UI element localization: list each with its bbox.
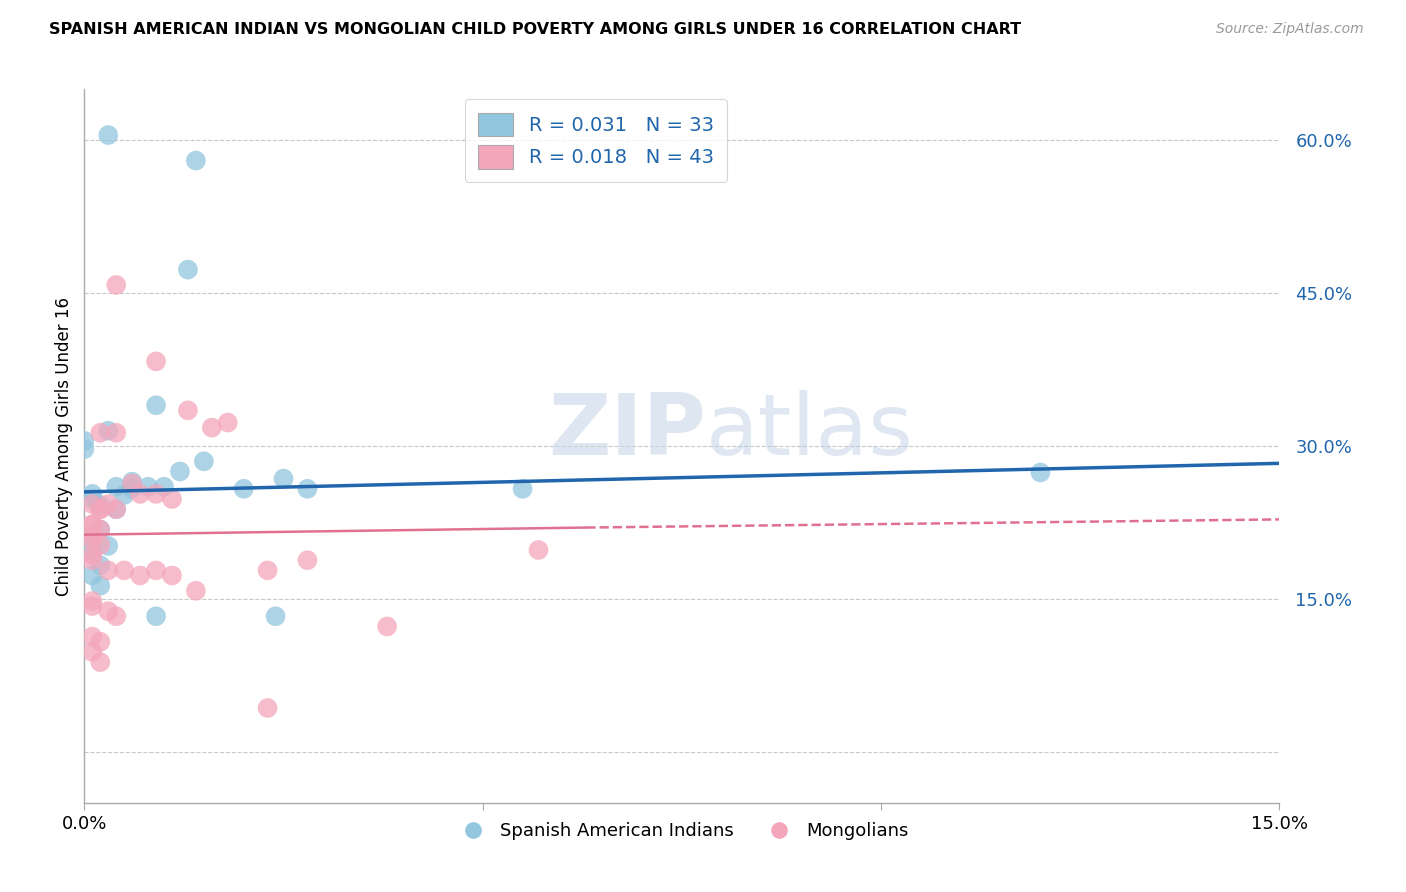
Point bbox=[82, 630, 104, 644]
Point bbox=[160, 568, 183, 582]
Text: Source: ZipAtlas.com: Source: ZipAtlas.com bbox=[1216, 22, 1364, 37]
Point bbox=[97, 128, 120, 142]
Point bbox=[89, 655, 111, 669]
Point bbox=[82, 645, 104, 659]
Y-axis label: Child Poverty Among Girls Under 16: Child Poverty Among Girls Under 16 bbox=[55, 296, 73, 596]
Point bbox=[89, 558, 111, 573]
Point bbox=[82, 533, 104, 547]
Point bbox=[264, 609, 287, 624]
Point bbox=[105, 502, 128, 516]
Point bbox=[82, 553, 104, 567]
Point bbox=[297, 553, 319, 567]
Point bbox=[169, 465, 191, 479]
Point bbox=[89, 498, 111, 512]
Point bbox=[232, 482, 254, 496]
Point bbox=[121, 476, 143, 491]
Point bbox=[184, 153, 207, 168]
Point bbox=[121, 482, 143, 496]
Point bbox=[184, 583, 207, 598]
Point bbox=[136, 480, 159, 494]
Point bbox=[217, 416, 239, 430]
Point bbox=[82, 517, 104, 532]
Point bbox=[145, 563, 167, 577]
Point bbox=[97, 563, 120, 577]
Point bbox=[160, 491, 183, 506]
Point bbox=[145, 609, 167, 624]
Point bbox=[89, 538, 111, 552]
Point bbox=[297, 482, 319, 496]
Point bbox=[177, 403, 200, 417]
Point bbox=[82, 527, 104, 541]
Point bbox=[145, 354, 167, 368]
Text: SPANISH AMERICAN INDIAN VS MONGOLIAN CHILD POVERTY AMONG GIRLS UNDER 16 CORRELAT: SPANISH AMERICAN INDIAN VS MONGOLIAN CHI… bbox=[49, 22, 1021, 37]
Point bbox=[97, 497, 120, 511]
Point bbox=[112, 563, 135, 577]
Point bbox=[105, 277, 128, 292]
Point bbox=[193, 454, 215, 468]
Point bbox=[375, 619, 398, 633]
Point bbox=[129, 487, 152, 501]
Point bbox=[82, 568, 104, 582]
Point bbox=[82, 527, 104, 541]
Point bbox=[97, 539, 120, 553]
Point bbox=[89, 502, 111, 516]
Point bbox=[82, 487, 104, 501]
Text: ZIP: ZIP bbox=[548, 390, 706, 474]
Point bbox=[112, 488, 135, 502]
Point bbox=[145, 398, 167, 412]
Point bbox=[82, 548, 104, 562]
Point bbox=[89, 425, 111, 440]
Point bbox=[105, 502, 128, 516]
Text: atlas: atlas bbox=[706, 390, 914, 474]
Point bbox=[105, 480, 128, 494]
Point bbox=[153, 480, 176, 494]
Point bbox=[73, 442, 96, 456]
Point bbox=[82, 599, 104, 613]
Point bbox=[82, 497, 104, 511]
Point bbox=[89, 523, 111, 537]
Point bbox=[89, 523, 111, 537]
Point bbox=[512, 482, 534, 496]
Point bbox=[177, 262, 200, 277]
Point bbox=[145, 487, 167, 501]
Point bbox=[105, 425, 128, 440]
Point bbox=[527, 543, 550, 558]
Point bbox=[105, 609, 128, 624]
Point bbox=[273, 472, 295, 486]
Point bbox=[256, 701, 278, 715]
Point bbox=[82, 594, 104, 608]
Point bbox=[1029, 466, 1052, 480]
Point bbox=[201, 420, 224, 434]
Point bbox=[121, 475, 143, 489]
Point bbox=[73, 434, 96, 448]
Point bbox=[97, 604, 120, 618]
Point bbox=[82, 491, 104, 506]
Point bbox=[89, 634, 111, 648]
Point bbox=[97, 424, 120, 438]
Point bbox=[89, 579, 111, 593]
Point bbox=[82, 543, 104, 558]
Point bbox=[82, 517, 104, 532]
Legend: Spanish American Indians, Mongolians: Spanish American Indians, Mongolians bbox=[449, 815, 915, 847]
Point bbox=[129, 568, 152, 582]
Point bbox=[89, 502, 111, 516]
Point bbox=[256, 563, 278, 577]
